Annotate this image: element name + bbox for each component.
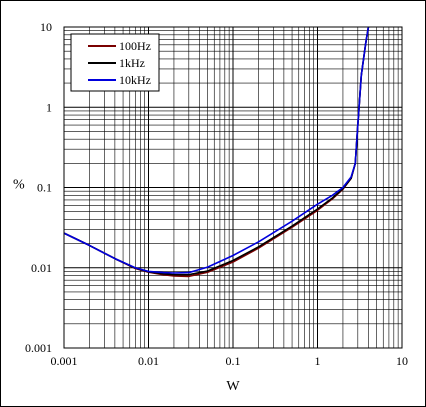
- legend: 100Hz 1kHz 10kHz: [70, 33, 160, 92]
- y-tick-label: 1: [46, 100, 52, 114]
- x-tick-label: 0.01: [138, 354, 159, 368]
- x-axis-label: W: [226, 379, 240, 394]
- y-tick-label: 0.01: [31, 261, 52, 275]
- series-lines: [63, 26, 370, 278]
- series-line: [63, 26, 370, 274]
- legend-label: 10kHz: [119, 73, 151, 87]
- y-tick-label: 0.1: [37, 181, 52, 195]
- y-tick-label: 0.001: [25, 341, 52, 355]
- plot-border: [63, 26, 403, 349]
- x-tick-label: 10: [396, 354, 408, 368]
- y-tick-label: 10: [40, 20, 52, 34]
- y-axis-label: %: [13, 178, 25, 193]
- x-tick-label: 0.001: [51, 354, 78, 368]
- tick-labels: 0.001 0.01 0.1 1 10 0.001 0.01 0.1 1 10: [25, 20, 408, 368]
- legend-label: 100Hz: [119, 39, 151, 53]
- x-tick-label: 0.1: [226, 354, 241, 368]
- legend-label: 1kHz: [119, 56, 145, 70]
- x-tick-label: 1: [315, 354, 321, 368]
